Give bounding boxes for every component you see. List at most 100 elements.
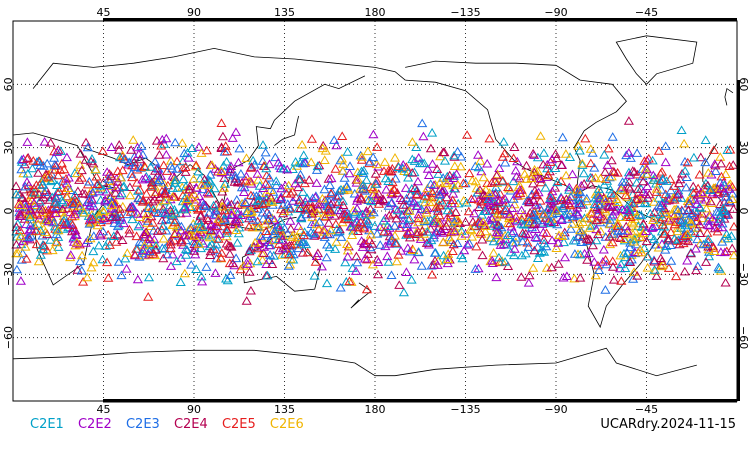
observation-marker (438, 173, 449, 182)
observation-marker (395, 246, 407, 255)
observation-marker (227, 258, 238, 268)
observation-marker (276, 183, 287, 193)
observation-marker (361, 284, 372, 294)
observation-marker (190, 197, 201, 207)
observation-marker (586, 207, 597, 217)
observation-marker (444, 170, 455, 180)
observation-marker (273, 239, 285, 248)
observation-marker (565, 200, 576, 210)
observation-marker (274, 222, 285, 231)
observation-marker (718, 203, 729, 213)
observation-marker (480, 191, 491, 200)
observation-marker (114, 204, 125, 213)
observation-marker (722, 145, 733, 154)
observation-marker (382, 221, 393, 230)
observation-marker (219, 179, 231, 188)
observation-marker (306, 134, 317, 143)
observation-marker (593, 199, 605, 209)
observation-marker (594, 265, 605, 274)
observation-marker (435, 151, 446, 161)
observation-marker (603, 143, 614, 153)
observation-marker (159, 208, 170, 217)
observation-marker (464, 168, 475, 178)
observation-marker (516, 218, 527, 228)
lon-tick-top: −45 (635, 6, 658, 19)
observation-marker (648, 234, 660, 244)
observation-marker (604, 219, 616, 229)
observation-marker (429, 255, 441, 265)
observation-marker (133, 221, 144, 231)
observation-marker (124, 157, 135, 166)
observation-marker (169, 217, 180, 227)
observation-marker (628, 267, 640, 276)
observation-marker (680, 166, 691, 175)
observation-marker (85, 233, 96, 243)
lat-tick-right: 30 (737, 141, 750, 155)
observation-marker (579, 179, 590, 188)
observation-marker (318, 140, 329, 150)
observation-marker (94, 180, 105, 190)
observation-marker (416, 261, 427, 270)
observation-marker (606, 155, 617, 165)
observation-marker (679, 156, 691, 166)
observation-marker (703, 234, 714, 243)
observation-marker (557, 231, 568, 240)
observation-marker (656, 261, 667, 271)
observation-marker (132, 209, 143, 218)
observation-marker (626, 250, 637, 259)
observation-marker (370, 191, 381, 200)
observation-marker (227, 133, 238, 142)
observation-marker (624, 242, 635, 252)
observation-marker (668, 181, 680, 190)
observation-marker (634, 232, 645, 241)
observation-marker (401, 219, 413, 228)
observation-marker (567, 169, 578, 179)
observation-marker (437, 197, 448, 207)
observation-marker (383, 176, 394, 185)
observation-marker (190, 161, 201, 171)
observation-marker (42, 189, 53, 199)
observation-marker (558, 237, 569, 247)
observation-marker (632, 184, 644, 193)
observation-marker (129, 151, 140, 161)
observation-marker (311, 208, 323, 217)
observation-marker (270, 152, 281, 162)
lat-tick-right: 0 (737, 208, 750, 215)
observation-marker (615, 259, 627, 269)
observation-marker (402, 243, 413, 252)
observation-marker (342, 147, 353, 156)
observation-marker (69, 190, 81, 199)
observation-marker (158, 233, 169, 243)
observation-marker (37, 204, 48, 214)
observation-marker (477, 250, 488, 260)
observation-marker (71, 237, 82, 247)
observation-marker (386, 197, 397, 207)
observation-marker (282, 228, 293, 238)
observation-marker (389, 153, 401, 162)
observation-marker (74, 239, 85, 249)
observation-marker (75, 256, 86, 266)
observation-marker (109, 218, 120, 227)
observation-marker (204, 232, 215, 242)
observation-marker (94, 211, 105, 220)
observation-marker (80, 155, 91, 164)
observation-marker (438, 250, 449, 260)
observation-marker (269, 226, 280, 236)
observation-marker (519, 190, 530, 200)
observation-marker (25, 230, 36, 240)
observation-marker (542, 204, 553, 214)
observation-marker (524, 217, 535, 227)
observation-marker (91, 171, 102, 181)
observation-marker (509, 244, 520, 253)
observation-marker (87, 214, 98, 224)
observation-marker (551, 208, 562, 217)
observation-marker (133, 193, 144, 202)
observation-marker (238, 261, 249, 270)
observation-marker (156, 140, 167, 150)
observation-marker (167, 192, 178, 201)
observation-marker (564, 185, 575, 194)
observation-marker (383, 257, 394, 266)
observation-marker (368, 183, 379, 193)
observation-marker (408, 196, 419, 206)
observation-marker (700, 178, 711, 188)
